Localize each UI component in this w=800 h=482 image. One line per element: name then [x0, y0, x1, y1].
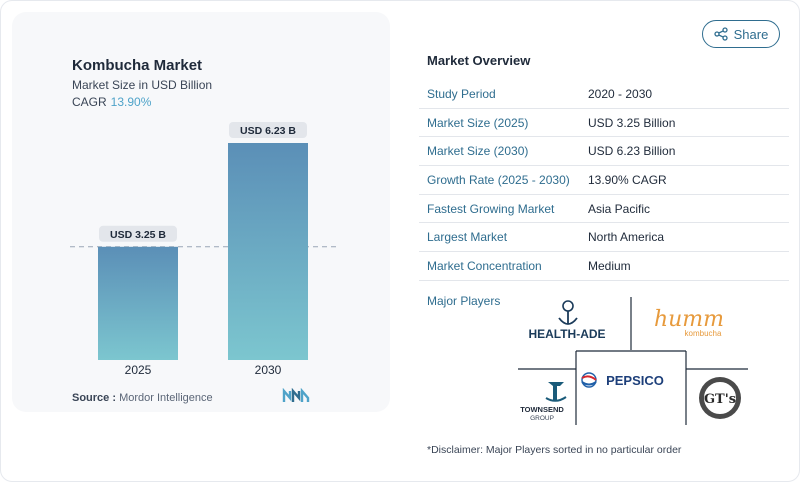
humm-text: humm [654, 307, 724, 332]
overview-title: Market Overview [427, 53, 531, 68]
overview-row: Fastest Growing Market Asia Pacific [419, 195, 789, 224]
source-label: Source : [72, 392, 117, 404]
share-icon [713, 27, 728, 41]
overview-key: Market Size (2025) [427, 115, 529, 130]
overview-value: 2020 - 2030 [588, 86, 653, 101]
disclaimer: *Disclaimer: Major Players sorted in no … [427, 444, 682, 456]
bar-2025 [98, 246, 178, 360]
source-value: Mordor Intelligence [119, 392, 213, 404]
health-ade-text: HEALTH-ADE [528, 327, 605, 341]
overview-value: Medium [588, 258, 631, 273]
health-ade-logo: HEALTH-ADE [528, 300, 606, 341]
overview-value: Asia Pacific [588, 201, 651, 216]
overview-row: Market Concentration Medium [419, 252, 789, 281]
x-tick-label: 2030 [255, 363, 282, 377]
chart-card [12, 12, 390, 412]
share-button[interactable]: Share [702, 20, 780, 48]
townsend-sub-text: GROUP [530, 415, 554, 422]
overview-key: Fastest Growing Market [427, 201, 555, 216]
overview-row: Market Size (2025) USD 3.25 Billion [419, 109, 789, 138]
overview-value: USD 6.23 Billion [588, 144, 676, 159]
chart-subtitle: Market Size in USD Billion [72, 78, 213, 92]
data-label-bg [229, 122, 307, 138]
humm-logo: humm kombucha [654, 307, 724, 338]
major-players-label: Major Players [427, 294, 501, 308]
overview-table: Study Period 2020 - 2030 Market Size (20… [419, 80, 789, 281]
mordor-logo-icon [282, 388, 310, 402]
bar-2030 [228, 143, 308, 360]
overview-value: USD 3.25 Billion [588, 115, 676, 130]
humm-sub-text: kombucha [685, 329, 722, 338]
cagr-line: CAGR 13.90% [72, 95, 151, 109]
overview-key: Largest Market [427, 230, 508, 245]
cagr-value: 13.90% [110, 95, 152, 109]
overview-key: Growth Rate (2025 - 2030) [427, 172, 570, 187]
cagr-label: CAGR [72, 95, 107, 109]
overview-value: North America [588, 230, 665, 245]
overview-key: Study Period [427, 86, 496, 101]
gts-logo: GT's [699, 377, 741, 419]
x-tick-label: 2025 [125, 363, 152, 377]
overview-row: Largest Market North America [419, 223, 789, 253]
pepsico-logo: PEPSICO [581, 372, 664, 388]
pepsico-text: PEPSICO [606, 373, 664, 388]
source-line: Source : Mordor Intelligence [72, 392, 213, 404]
townsend-text: TOWNSEND [520, 405, 564, 414]
chart-title: Kombucha Market [72, 57, 203, 74]
overview-key: Market Concentration [427, 258, 542, 273]
overview-value: 13.90% CAGR [588, 172, 667, 187]
data-label: USD 3.25 B [110, 229, 166, 241]
data-label-bg [99, 225, 177, 242]
overview-row: Market Size (2030) USD 6.23 Billion [419, 137, 789, 167]
overview-row: Study Period 2020 - 2030 [419, 80, 789, 109]
townsend-logo: TOWNSEND GROUP [520, 382, 567, 422]
overview-row: Growth Rate (2025 - 2030) 13.90% CAGR [419, 166, 789, 195]
gts-text: GT's [704, 392, 736, 407]
overview-key: Market Size (2030) [427, 144, 529, 159]
bar-chart: USD 3.25 B 2025 USD 6.23 B 2030 [70, 122, 336, 377]
data-label: USD 6.23 B [240, 125, 296, 137]
share-label: Share [733, 26, 769, 42]
